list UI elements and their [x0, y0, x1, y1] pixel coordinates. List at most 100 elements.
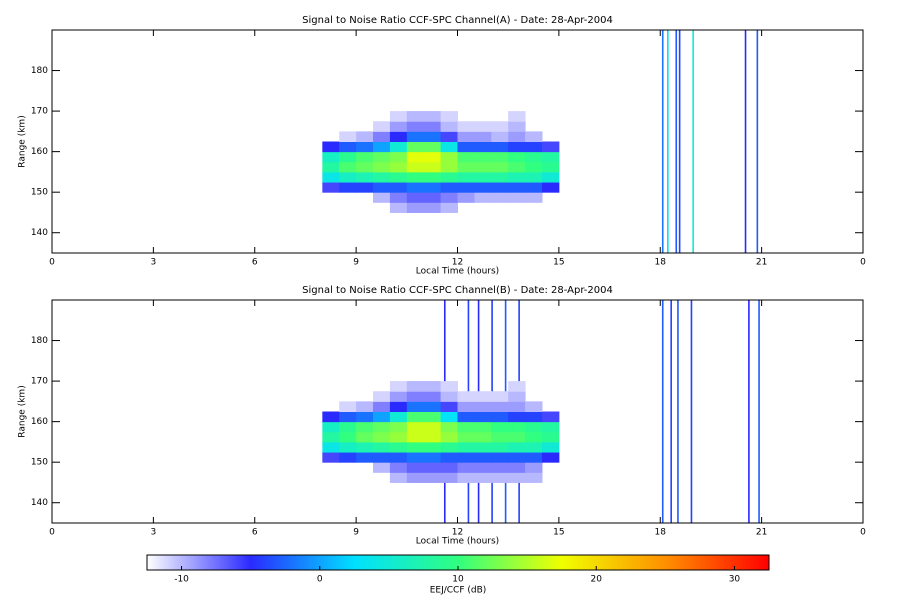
heat-cell	[389, 151, 408, 163]
heat-cell	[423, 391, 442, 402]
heat-cell	[474, 401, 492, 412]
heat-cell	[339, 441, 357, 453]
stripe	[748, 300, 750, 523]
heat-cell	[373, 151, 391, 163]
heat-cell	[474, 391, 492, 402]
heat-cell	[406, 381, 425, 392]
heat-cell	[491, 121, 509, 132]
x-tick-label: 18	[655, 528, 667, 538]
heat-cell	[457, 131, 475, 142]
stripe	[678, 30, 681, 253]
heat-cell	[474, 141, 492, 153]
y-tick-label: 160	[31, 417, 48, 427]
y-axis-label: Range (km)	[18, 115, 28, 167]
heat-cell	[373, 161, 391, 173]
x-tick-label: 12	[452, 258, 463, 268]
x-tick-label: 6	[252, 528, 258, 538]
heat-cell	[474, 421, 492, 433]
heat-cell	[389, 121, 408, 132]
heat-cell	[423, 381, 442, 392]
heat-cell	[440, 171, 458, 183]
chart-title: Signal to Noise Ratio CCF-SPC Channel(A)…	[302, 15, 613, 26]
heat-cell	[525, 182, 543, 193]
heat-cell	[525, 151, 543, 163]
heat-cell	[339, 452, 357, 463]
heat-cell	[508, 452, 526, 463]
heat-cell	[440, 462, 458, 473]
heat-cell	[339, 131, 357, 142]
heat-cell	[339, 401, 357, 412]
heat-cell	[356, 411, 374, 423]
heat-cell	[457, 192, 475, 203]
heat-cell	[525, 161, 543, 173]
heat-cell	[406, 151, 425, 163]
heat-cell	[525, 192, 543, 203]
x-tick-label: 3	[151, 528, 157, 538]
heat-cell	[406, 192, 425, 203]
heat-cell	[373, 141, 391, 153]
heat-cell	[389, 472, 408, 483]
x-tick-label: 15	[553, 258, 564, 268]
heat-cell	[474, 151, 492, 163]
heat-cell	[389, 381, 408, 392]
heat-cell	[525, 171, 543, 183]
heat-cell	[457, 151, 475, 163]
heat-cell	[491, 441, 509, 453]
heat-cell	[525, 431, 543, 443]
heat-cell	[423, 401, 442, 412]
stripe	[690, 300, 693, 523]
x-tick-label: 21	[756, 258, 767, 268]
heat-cell	[440, 161, 458, 173]
heat-cell	[373, 391, 391, 402]
heat-cell	[373, 431, 391, 443]
x-axis-label: Local Time (hours)	[416, 267, 499, 277]
heat-cell	[491, 462, 509, 473]
heat-cell	[491, 472, 509, 483]
heat-cell	[508, 421, 526, 433]
heat-cell	[406, 462, 425, 473]
heat-cell	[389, 441, 408, 453]
heat-cell	[508, 381, 526, 392]
heat-cell	[541, 431, 560, 443]
colorbar-tick-label: 10	[452, 575, 464, 585]
heat-cell	[423, 141, 442, 153]
heat-cell	[491, 431, 509, 443]
heat-cell	[457, 462, 475, 473]
heat-cell	[440, 401, 458, 412]
heat-cell	[440, 441, 458, 453]
heat-cell	[389, 202, 408, 213]
y-tick-label: 150	[31, 188, 48, 198]
stripe	[670, 300, 672, 523]
heat-cell	[373, 441, 391, 453]
heat-cell	[508, 391, 526, 402]
heat-cell	[322, 411, 340, 423]
heat-cell	[541, 161, 560, 173]
heat-cell	[491, 182, 509, 193]
heat-cell	[356, 171, 374, 183]
heat-cell	[457, 452, 475, 463]
stripe	[677, 300, 679, 523]
heat-cell	[508, 121, 526, 132]
colorbar-tick-label: -10	[174, 575, 189, 585]
heat-cell	[541, 171, 560, 183]
heat-cell	[541, 151, 560, 163]
heat-cell	[491, 421, 509, 433]
heat-cell	[525, 401, 543, 412]
heat-cell	[373, 452, 391, 463]
heat-cell	[356, 161, 374, 173]
heat-cell	[406, 472, 425, 483]
x-tick-label: 0	[49, 258, 55, 268]
heat-cell	[440, 151, 458, 163]
heat-cell	[322, 161, 340, 173]
colorbar-tick-label: 0	[317, 575, 323, 585]
heat-cell	[423, 462, 442, 473]
heat-cell	[525, 141, 543, 153]
heat-cell	[389, 411, 408, 423]
heat-cell	[457, 441, 475, 453]
heat-cell	[322, 431, 340, 443]
heat-cell	[423, 161, 442, 173]
x-tick-label: 9	[353, 528, 359, 538]
heat-cell	[423, 411, 442, 423]
heat-cell	[406, 391, 425, 402]
heat-cell	[339, 151, 357, 163]
